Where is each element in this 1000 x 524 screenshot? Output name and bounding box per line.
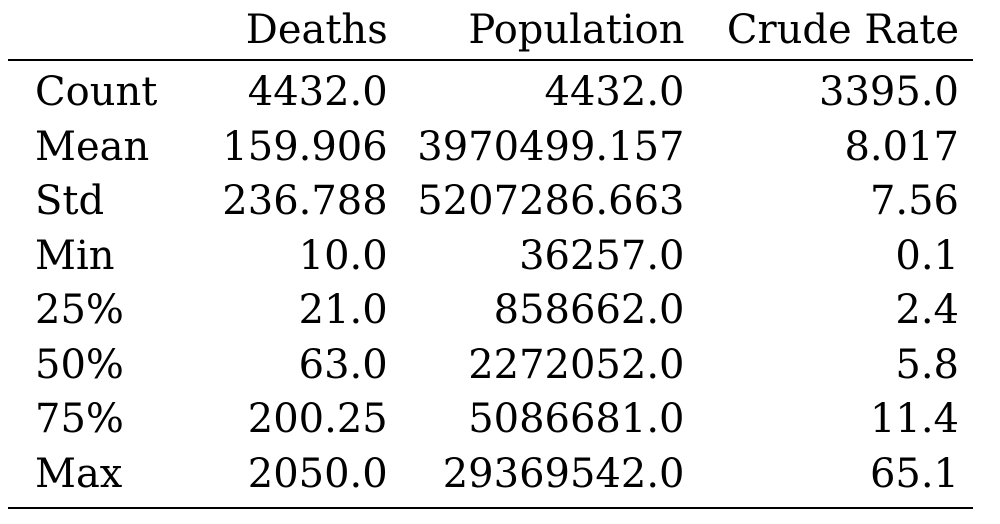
summary-statistics-table-container: Deaths Population Crude Rate Count 4432.…: [8, 0, 973, 503]
row-label: 25%: [35, 287, 124, 334]
header-stat-label: [8, 0, 200, 60]
header-deaths: Deaths: [245, 6, 388, 53]
cell-population: 29369542.0: [442, 450, 685, 497]
summary-statistics-table: Deaths Population Crude Rate Count 4432.…: [8, 0, 973, 503]
cell-crude-rate: 5.8: [895, 341, 959, 388]
row-label: Count: [35, 69, 158, 116]
row-label: Max: [35, 450, 123, 497]
table-bottom-rule: [8, 507, 973, 509]
cell-crude-rate: 0.1: [895, 232, 959, 279]
row-label: 75%: [35, 396, 124, 443]
cell-deaths: 4432.0: [247, 69, 388, 116]
cell-crude-rate: 11.4: [869, 396, 959, 443]
cell-deaths: 159.906: [222, 123, 388, 170]
cell-deaths: 200.25: [247, 396, 388, 443]
table-row-std: Std 236.788 5207286.663 7.56: [8, 174, 973, 229]
header-population: Population: [468, 6, 685, 53]
table-row-min: Min 10.0 36257.0 0.1: [8, 229, 973, 284]
cell-crude-rate: 7.56: [869, 178, 959, 225]
table-row-count: Count 4432.0 4432.0 3395.0: [8, 60, 973, 120]
table-row-50pct: 50% 63.0 2272052.0 5.8: [8, 338, 973, 393]
cell-deaths: 236.788: [222, 178, 388, 225]
table-row-mean: Mean 159.906 3970499.157 8.017: [8, 120, 973, 175]
cell-deaths: 21.0: [298, 287, 388, 334]
table-body: Count 4432.0 4432.0 3395.0 Mean 159.906 …: [8, 60, 973, 503]
table-header: Deaths Population Crude Rate: [8, 0, 973, 60]
cell-population: 3970499.157: [417, 123, 685, 170]
cell-population: 4432.0: [544, 69, 685, 116]
row-label: 50%: [35, 341, 124, 388]
cell-crude-rate: 65.1: [869, 450, 959, 497]
header-crude-rate: Crude Rate: [726, 6, 959, 53]
cell-population: 36257.0: [519, 232, 685, 279]
cell-deaths: 10.0: [298, 232, 388, 279]
cell-population: 5086681.0: [468, 396, 685, 443]
row-label: Min: [35, 232, 115, 279]
table-row-max: Max 2050.0 29369542.0 65.1: [8, 447, 973, 504]
cell-crude-rate: 3395.0: [819, 69, 959, 116]
row-label: Mean: [35, 123, 150, 170]
cell-population: 5207286.663: [417, 178, 685, 225]
header-row: Deaths Population Crude Rate: [8, 0, 973, 60]
cell-crude-rate: 2.4: [895, 287, 959, 334]
table-row-25pct: 25% 21.0 858662.0 2.4: [8, 283, 973, 338]
cell-crude-rate: 8.017: [844, 123, 959, 170]
table-row-75pct: 75% 200.25 5086681.0 11.4: [8, 392, 973, 447]
cell-population: 858662.0: [493, 287, 685, 334]
cell-deaths: 63.0: [298, 341, 388, 388]
cell-population: 2272052.0: [468, 341, 685, 388]
row-label: Std: [35, 178, 105, 225]
cell-deaths: 2050.0: [247, 450, 388, 497]
